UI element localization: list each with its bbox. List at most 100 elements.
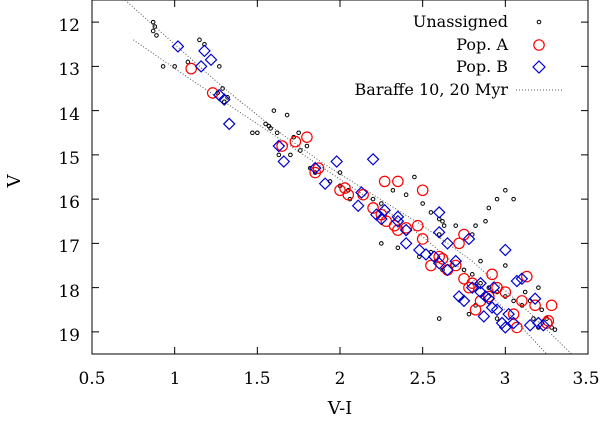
pop-b-point — [413, 243, 426, 257]
pop-b-point — [432, 256, 446, 270]
pop-a-point — [357, 188, 369, 201]
unassigned-point — [221, 99, 227, 105]
x-tick-label: 3.5 — [572, 369, 599, 389]
legend-label-isochrone: Baraffe 10, 20 Myr — [355, 80, 509, 99]
unassigned-point — [370, 196, 376, 202]
isochrone-line — [133, 39, 548, 354]
unassigned-point — [390, 187, 396, 193]
pop-b-point — [528, 292, 542, 306]
unassigned-point — [172, 64, 177, 69]
pop-b-point — [171, 40, 185, 53]
pop-b-point — [462, 232, 476, 246]
unassigned-point — [255, 130, 260, 136]
pop-a-point — [392, 175, 404, 188]
pop-a-point — [433, 250, 445, 263]
y-tick-label: 18 — [58, 282, 80, 302]
pop-b-point — [318, 177, 332, 190]
unassigned-point — [453, 223, 459, 228]
pop-b-point — [537, 318, 550, 332]
unassigned-point — [268, 126, 273, 131]
unassigned-point — [154, 33, 159, 38]
pop-a-point — [507, 308, 520, 320]
pop-a-point — [449, 259, 462, 272]
axis-ticks — [91, 0, 589, 354]
y-tick-label: 19 — [58, 326, 80, 346]
pop-a-point — [482, 290, 495, 303]
unassigned-point — [539, 307, 545, 313]
pop-b-point — [330, 155, 344, 168]
unassigned-point — [296, 130, 301, 136]
y-tick-label: 16 — [58, 193, 80, 213]
pop-a-point — [378, 175, 391, 188]
unassigned-point — [276, 152, 282, 158]
unassigned-point — [473, 223, 478, 228]
y-tick-label: 13 — [58, 60, 80, 80]
pop-a-point — [400, 222, 412, 234]
unassigned-point — [304, 143, 310, 149]
y-tick-label: 17 — [58, 237, 80, 257]
pop-b-point — [272, 139, 286, 153]
x-tick-label: 1.5 — [243, 369, 270, 389]
unassigned-point — [494, 196, 500, 202]
pop-a-points — [185, 62, 558, 334]
pop-a-point — [453, 237, 465, 250]
pop-a-point — [309, 166, 321, 179]
x-tick-label: 0.5 — [78, 369, 105, 389]
pop-b-point — [391, 210, 405, 224]
pop-a-point — [206, 87, 219, 99]
plot-frame — [91, 0, 589, 355]
pop-b-point — [351, 199, 365, 213]
unassigned-point — [150, 28, 156, 34]
legend-label-unassigned: Unassigned — [413, 12, 508, 31]
pop-a-point — [392, 224, 404, 236]
unassigned-point — [486, 285, 492, 290]
pop-a-point — [416, 184, 429, 197]
pop-b-point — [374, 212, 388, 226]
pop-b-point — [498, 321, 512, 334]
unassigned-point — [160, 64, 166, 69]
pop-b-point — [465, 281, 479, 294]
unassigned-point — [379, 241, 384, 246]
unassigned-point — [150, 19, 156, 25]
x-tick-label: 1 — [170, 369, 181, 389]
pop-a-point — [545, 299, 558, 312]
unassigned-point — [511, 196, 516, 202]
pop-a-point — [466, 277, 479, 289]
pop-b-points — [171, 40, 550, 334]
pop-b-point — [495, 316, 509, 330]
pop-b-point — [477, 310, 491, 323]
unassigned-point — [420, 201, 425, 206]
pop-a-point — [289, 135, 302, 148]
y-tick-label: 12 — [58, 16, 80, 36]
pop-a-point — [469, 303, 482, 316]
pop-b-point — [198, 44, 211, 58]
unassigned-point — [511, 298, 516, 304]
pop-b-point — [204, 53, 218, 67]
unassigned-point — [284, 112, 290, 118]
unassigned-point — [503, 263, 508, 268]
legend-marker-pop-a — [533, 39, 545, 51]
unassigned-point — [395, 245, 401, 251]
unassigned-point — [225, 95, 230, 100]
pop-b-point — [308, 161, 322, 175]
unassigned-point — [441, 223, 447, 228]
pop-a-point — [276, 140, 288, 152]
pop-a-point — [301, 131, 313, 143]
unassigned-point — [271, 108, 277, 113]
pop-b-point — [432, 206, 446, 219]
unassigned-point — [483, 218, 488, 224]
pop-b-point — [498, 243, 512, 257]
x-tick-label: 3 — [500, 369, 511, 389]
unassigned-point — [552, 327, 558, 332]
unassigned-point — [274, 130, 280, 136]
unassigned-point — [217, 64, 222, 69]
pop-b-point — [457, 294, 471, 308]
pop-a-point — [521, 270, 533, 283]
pop-b-point — [449, 254, 463, 268]
pop-b-point — [510, 274, 524, 288]
unassigned-point — [503, 187, 508, 193]
pop-a-point — [499, 286, 512, 298]
pop-b-point — [441, 263, 454, 277]
isochrone-lines — [124, 0, 572, 354]
unassigned-point — [469, 272, 475, 277]
